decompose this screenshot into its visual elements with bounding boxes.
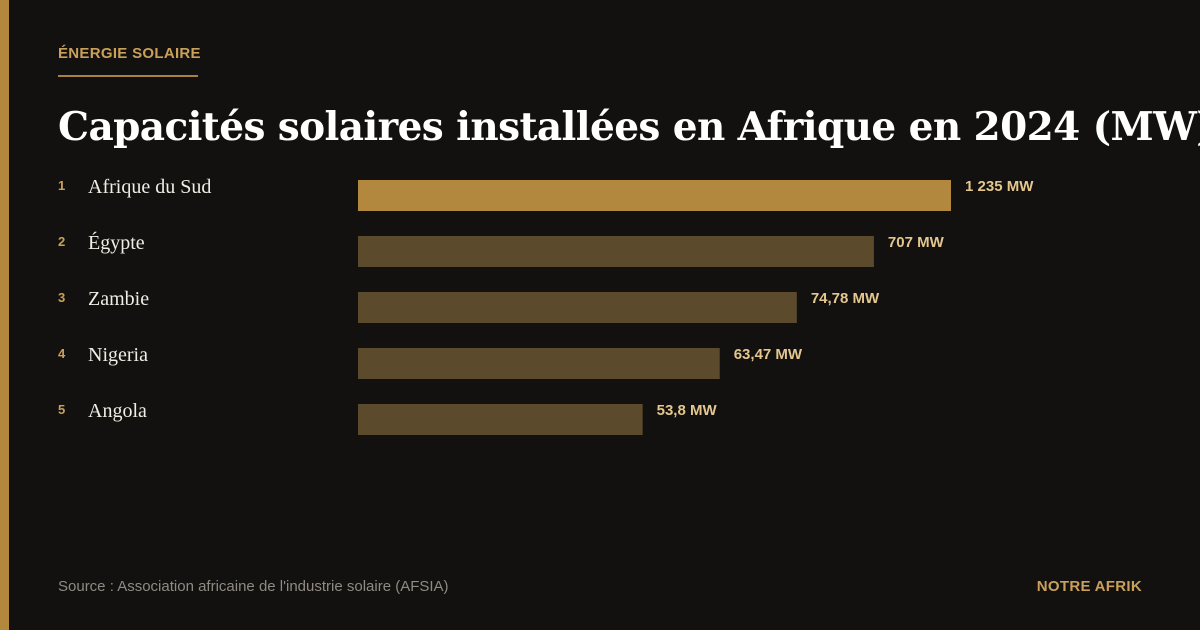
rank-number: 3 — [58, 290, 65, 305]
source-note: Source : Association africaine de l'indu… — [58, 578, 449, 595]
bar — [358, 236, 874, 267]
bar — [358, 292, 797, 323]
bar — [358, 180, 951, 211]
rank-number: 5 — [58, 402, 65, 417]
rank-number: 4 — [58, 346, 66, 361]
left-accent-bar — [0, 0, 9, 630]
chart-title: Capacités solaires installées en Afrique… — [58, 104, 1200, 150]
value-label: 707 MW — [888, 234, 945, 251]
section-kicker: ÉNERGIE SOLAIRE — [58, 45, 201, 62]
kicker-underline — [58, 75, 198, 77]
brand-logo-text: NOTRE AFRIK — [1036, 578, 1142, 595]
value-label: 74,78 MW — [811, 290, 880, 307]
category-label: Égypte — [88, 231, 145, 254]
category-label: Angola — [88, 400, 147, 422]
category-label: Afrique du Sud — [88, 176, 211, 198]
value-label: 53,8 MW — [657, 402, 718, 419]
value-label: 1 235 MW — [965, 178, 1034, 195]
bar — [358, 348, 720, 379]
category-label: Nigeria — [88, 344, 148, 366]
bar-chart: 1 Afrique du Sud 1 235 MW 2 Égypte 707 MW 3 Zam… — [58, 176, 1034, 435]
category-label: Zambie — [88, 288, 149, 310]
bar — [358, 404, 643, 435]
rank-number: 2 — [58, 234, 65, 249]
value-label: 63,47 MW — [734, 346, 803, 363]
rank-number: 1 — [58, 178, 65, 193]
